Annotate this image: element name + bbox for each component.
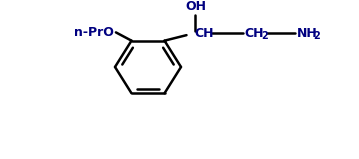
Text: OH: OH <box>185 0 206 13</box>
Text: 2: 2 <box>313 31 320 41</box>
Text: CH: CH <box>244 27 264 40</box>
Text: 2: 2 <box>261 31 268 41</box>
Text: NH: NH <box>297 27 317 40</box>
Text: CH: CH <box>195 27 214 40</box>
Text: n-PrO: n-PrO <box>74 26 114 39</box>
